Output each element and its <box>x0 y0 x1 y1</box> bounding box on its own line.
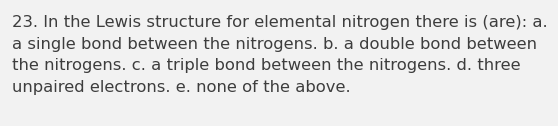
Text: 23. In the Lewis structure for elemental nitrogen there is (are): a.
a single bo: 23. In the Lewis structure for elemental… <box>12 15 548 95</box>
